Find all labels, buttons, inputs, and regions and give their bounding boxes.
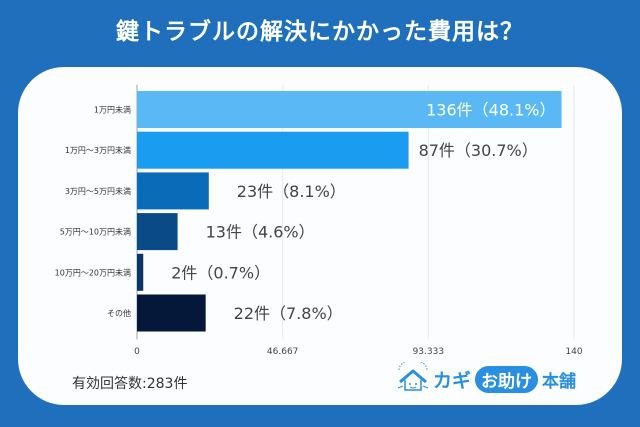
bar-chart: 1万円未満 1万円〜3万円未満 3万円〜5万円未満 5万円〜10万円未満 10万円〜20… <box>55 85 583 357</box>
data-label: 136件（48.1%） <box>426 101 555 120</box>
category-label: 1万円〜3万円未満 <box>65 145 131 155</box>
bars <box>137 91 562 332</box>
value-labels: 136件（48.1%） 87件（30.7%） 23件（8.1%） 13件（4.6%） 2… <box>171 101 555 324</box>
chart-title: 鍵トラブルの解決にかかった費用は？ <box>116 19 524 45</box>
data-label: 2件（0.7%） <box>171 263 270 282</box>
x-tick-label: 46.667 <box>267 347 299 357</box>
x-tick-label: 0 <box>134 347 140 357</box>
house-mascot-icon <box>397 362 429 391</box>
data-label: 22件（7.8%） <box>234 304 343 323</box>
x-axis-ticks: 0 46.667 93.333 140 <box>134 347 583 357</box>
category-label: 3万円〜5万円未満 <box>65 186 131 196</box>
bar <box>137 131 409 169</box>
category-label: 10万円〜20万円未満 <box>55 267 131 277</box>
data-label: 23件（8.1%） <box>237 182 346 201</box>
data-label: 87件（30.7%） <box>419 141 538 160</box>
x-tick-label: 93.333 <box>413 347 445 357</box>
bar <box>137 253 144 291</box>
category-label: 1万円未満 <box>94 105 131 115</box>
bar <box>137 91 562 128</box>
logo-text-otasuke: お助け <box>475 365 539 393</box>
data-label: 13件（4.6%） <box>206 223 315 242</box>
chart-card: 1万円未満 1万円〜3万円未満 3万円〜5万円未満 5万円〜10万円未満 10万円〜20… <box>18 67 622 405</box>
bar <box>137 172 209 210</box>
logo-text-kagi: カギ <box>433 369 472 392</box>
category-label: 5万円〜10万円未満 <box>60 227 131 237</box>
category-label: その他 <box>107 308 131 318</box>
category-labels: 1万円未満 1万円〜3万円未満 3万円〜5万円未満 5万円〜10万円未満 10万円〜20… <box>55 105 131 319</box>
bar <box>137 294 206 332</box>
x-tick-label: 140 <box>565 347 582 357</box>
brand-logo: カギ お助け 本舗 <box>395 362 576 396</box>
bar <box>137 213 178 251</box>
valid-responses-count: 有効回答数:283件 <box>72 376 188 392</box>
logo-text-honpo: 本舗 <box>542 371 577 392</box>
